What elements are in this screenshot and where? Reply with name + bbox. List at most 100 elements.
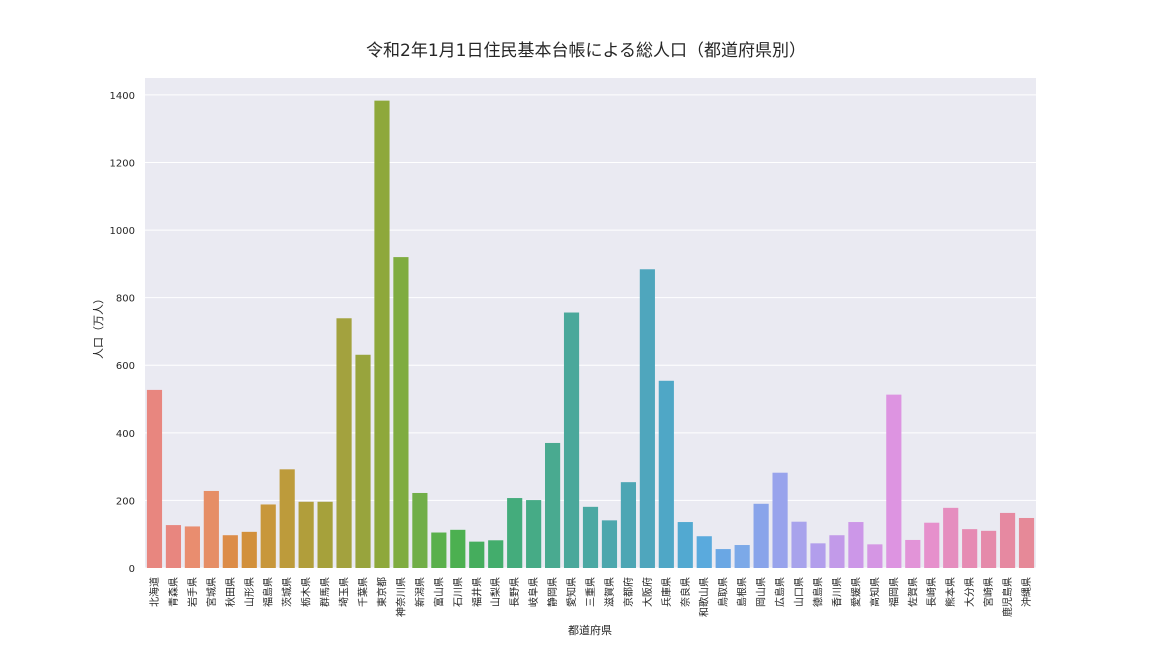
bar — [260, 504, 276, 568]
x-tick-label: 高知県 — [868, 577, 881, 607]
x-tick-label: 長崎県 — [925, 577, 938, 607]
bar — [450, 529, 466, 568]
y-tick-label: 200 — [116, 496, 135, 507]
bar — [393, 257, 409, 568]
x-tick-label: 山梨県 — [489, 577, 502, 607]
x-tick-label: 千葉県 — [357, 577, 370, 607]
x-tick-label: 愛知県 — [565, 577, 578, 607]
x-tick-label: 徳島県 — [811, 577, 824, 607]
x-tick-label: 茨城県 — [281, 577, 294, 607]
bar — [222, 535, 238, 568]
bar — [715, 549, 731, 568]
x-tick-label: 栃木県 — [300, 577, 313, 607]
x-tick-label: 北海道 — [148, 577, 161, 607]
x-tick-label: 沖縄県 — [1020, 577, 1033, 607]
y-tick-label: 600 — [116, 361, 135, 372]
x-tick-label: 熊本県 — [944, 577, 957, 607]
bar — [620, 482, 636, 568]
x-tick-label: 山形県 — [244, 577, 256, 607]
bar — [962, 529, 978, 568]
y-axis-label: 人口（万人） — [92, 293, 105, 359]
x-tick-label: 奈良県 — [679, 577, 692, 607]
x-axis-label: 都道府県 — [568, 623, 612, 637]
x-tick-label: 和歌山県 — [698, 577, 711, 617]
x-tick-label: 福島県 — [262, 577, 275, 607]
x-tick-label: 島根県 — [736, 577, 749, 607]
bar — [412, 492, 428, 568]
y-axis-ticks: 0 200 400 600 800 1000 1200 1400 — [110, 91, 135, 575]
y-tick-label: 1200 — [110, 158, 135, 169]
x-tick-label: 佐賀県 — [907, 577, 919, 607]
bar — [639, 269, 655, 568]
bar — [507, 498, 523, 568]
y-tick-label: 0 — [129, 564, 135, 575]
bar — [981, 530, 997, 568]
bar — [886, 394, 902, 568]
bar — [677, 522, 693, 568]
bar — [526, 500, 542, 568]
x-tick-label: 三重県 — [584, 577, 597, 607]
bar — [696, 536, 712, 568]
bar — [279, 469, 295, 568]
x-tick-label: 富山県 — [432, 577, 445, 607]
bar — [905, 539, 921, 568]
bar — [317, 501, 333, 568]
x-tick-label: 秋田県 — [224, 577, 237, 607]
x-tick-label: 滋賀県 — [603, 577, 616, 607]
x-tick-label: 山口県 — [794, 577, 806, 607]
bar — [431, 532, 447, 568]
x-tick-label: 香川県 — [831, 577, 843, 607]
x-tick-label: 埼玉県 — [338, 577, 351, 607]
bar — [753, 503, 769, 568]
bar — [241, 531, 257, 568]
chart-title: 令和2年1月1日住民基本台帳による総人口（都道府県別） — [366, 41, 806, 61]
bar — [734, 545, 750, 568]
x-tick-label: 群馬県 — [319, 577, 332, 607]
x-tick-label: 京都府 — [622, 577, 635, 607]
bar — [867, 544, 883, 568]
x-tick-label: 大分県 — [963, 577, 976, 607]
bar — [469, 541, 485, 568]
bar — [146, 389, 163, 568]
bar — [184, 526, 200, 568]
bar — [658, 380, 674, 568]
x-tick-label: 宮崎県 — [982, 577, 995, 607]
y-tick-label: 800 — [116, 294, 135, 305]
x-tick-label: 岡山県 — [756, 577, 768, 607]
x-tick-label: 広島県 — [774, 577, 787, 607]
x-tick-label: 神奈川県 — [394, 577, 407, 617]
bar — [1018, 517, 1035, 568]
bars — [146, 100, 1035, 568]
y-tick-label: 400 — [116, 429, 135, 440]
y-tick-label: 1400 — [110, 91, 135, 102]
bar — [924, 522, 940, 568]
bar — [999, 512, 1016, 568]
x-tick-label: 新潟県 — [413, 577, 426, 607]
bar — [601, 520, 618, 568]
bar — [165, 525, 182, 568]
x-tick-label: 岩手県 — [186, 577, 199, 607]
y-tick-label: 1000 — [110, 226, 135, 237]
x-tick-label: 石川県 — [452, 577, 464, 607]
bar — [791, 521, 807, 568]
x-tick-label: 愛媛県 — [849, 577, 862, 607]
bar — [355, 354, 371, 568]
x-tick-label: 大阪府 — [641, 577, 654, 607]
bar — [943, 507, 959, 568]
bar — [582, 506, 599, 568]
bar — [545, 442, 561, 568]
x-tick-label: 岐阜県 — [527, 577, 540, 607]
x-tick-label: 東京都 — [375, 577, 388, 607]
x-tick-label: 宮城県 — [205, 577, 218, 607]
bar — [810, 543, 826, 568]
x-tick-label: 兵庫県 — [660, 577, 673, 607]
bar — [848, 522, 864, 568]
x-tick-label: 青森県 — [167, 577, 180, 607]
x-axis-ticks: 北海道 青森県 岩手県 宮城県 秋田県 山形県 福島県 茨城県 栃木県 群馬県 埼玉県 千葉県 東京都神… — [148, 577, 1033, 617]
bar — [374, 100, 390, 568]
bar — [488, 540, 504, 568]
x-tick-label: 鹿児島県 — [1001, 577, 1014, 617]
x-tick-label: 長野県 — [509, 577, 521, 607]
x-tick-label: 福井県 — [470, 577, 483, 607]
